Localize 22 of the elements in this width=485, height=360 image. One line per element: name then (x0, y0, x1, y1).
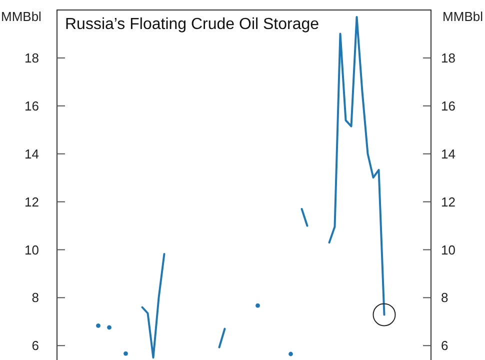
y2-tick-label: 6 (441, 338, 448, 354)
y2-tick-label: 12 (441, 194, 456, 210)
y-tick-label: 18 (24, 50, 39, 66)
y2-tick-label: 10 (441, 242, 456, 258)
y2-tick-label: 14 (441, 146, 456, 162)
point (288, 352, 293, 356)
y-tick-label: 12 (24, 194, 39, 210)
y-tick-label: 16 (24, 98, 39, 114)
point (96, 324, 100, 328)
y-tick-label: 10 (24, 242, 39, 258)
point (256, 303, 260, 308)
point (107, 325, 112, 330)
y-tick-label: 14 (24, 146, 39, 162)
y-axis-title: MMBbl (1, 9, 42, 24)
y-tick-label: 6 (32, 338, 39, 354)
chart-title: Russia’s Floating Crude Oil Storage (65, 16, 320, 33)
point (124, 351, 128, 356)
y2-axis-title: MMBbl (442, 9, 484, 24)
y2-tick-label: 18 (441, 50, 456, 66)
y2-tick-label: 8 (441, 290, 448, 306)
y-tick-label: 8 (32, 290, 39, 306)
y2-tick-label: 16 (441, 98, 456, 114)
